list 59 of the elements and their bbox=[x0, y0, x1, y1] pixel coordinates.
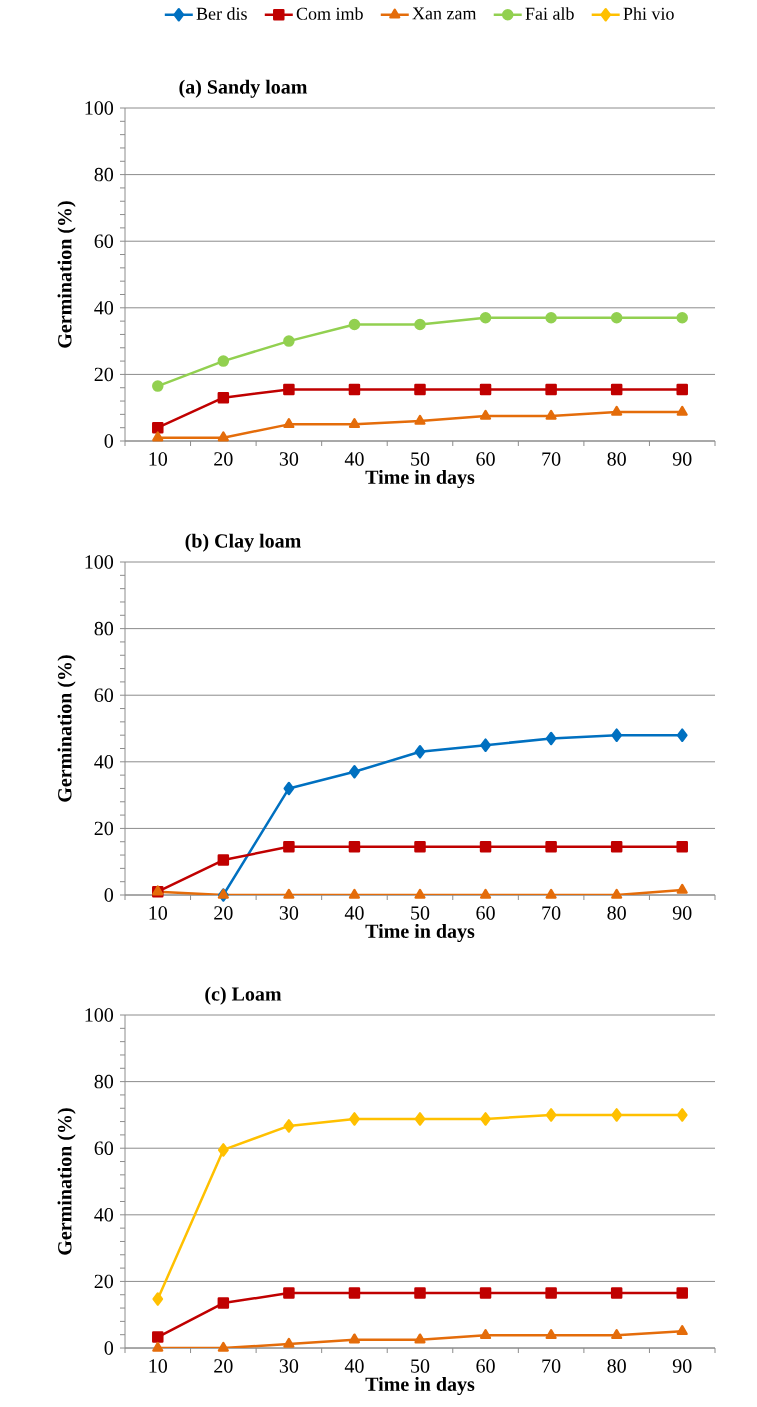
x-tick-label: 50 bbox=[411, 1359, 430, 1373]
y-tick-label: 40 bbox=[94, 301, 114, 315]
y-axis-title: Germination (%) bbox=[57, 1108, 76, 1255]
x-tick-label: 60 bbox=[476, 906, 495, 920]
x-tick-label: 40 bbox=[344, 452, 364, 466]
y-tick-label: 20 bbox=[94, 821, 114, 836]
x-tick-label: 70 bbox=[542, 906, 561, 920]
chart-title: (a) Sandy loam bbox=[179, 79, 308, 98]
x-tick-label: 90 bbox=[672, 452, 692, 466]
x-tick-label: 60 bbox=[476, 1359, 495, 1373]
x-axis-title: Time in days bbox=[365, 1376, 475, 1396]
x-tick-label: 80 bbox=[607, 452, 626, 466]
x-tick-label: 80 bbox=[607, 906, 626, 920]
x-tick-label: 10 bbox=[149, 906, 168, 920]
x-tick-label: 60 bbox=[476, 452, 495, 466]
y-tick-label: 0 bbox=[104, 434, 114, 448]
y-tick-label: 100 bbox=[85, 1008, 114, 1022]
x-tick-label: 70 bbox=[542, 1359, 561, 1373]
x-tick-label: 10 bbox=[149, 452, 168, 466]
y-axis-title: Germination (%) bbox=[57, 655, 76, 802]
x-axis-title: Time in days bbox=[365, 469, 475, 489]
legend-label: Com imb bbox=[296, 7, 363, 20]
y-tick-label: 40 bbox=[94, 755, 114, 769]
y-tick-label: 100 bbox=[85, 101, 114, 115]
x-tick-label: 30 bbox=[279, 452, 299, 466]
x-tick-label: 40 bbox=[344, 906, 364, 920]
x-tick-label: 20 bbox=[214, 1359, 233, 1373]
x-tick-label: 70 bbox=[542, 452, 561, 466]
y-tick-label: 60 bbox=[94, 1141, 114, 1155]
y-tick-label: 0 bbox=[104, 888, 114, 902]
y-tick-label: 100 bbox=[85, 555, 114, 569]
chart-title: (b) Clay loam bbox=[185, 533, 301, 552]
legend-label: Phi vio bbox=[623, 7, 674, 20]
x-tick-label: 50 bbox=[411, 452, 430, 466]
y-tick-label: 20 bbox=[94, 1274, 114, 1289]
x-tick-label: 40 bbox=[344, 1359, 364, 1373]
y-tick-label: 80 bbox=[94, 621, 114, 636]
x-tick-label: 90 bbox=[672, 1359, 692, 1373]
x-tick-label: 30 bbox=[279, 906, 299, 920]
x-tick-label: 90 bbox=[672, 906, 692, 920]
chart-title: (c) Loam bbox=[205, 986, 282, 1005]
y-tick-label: 0 bbox=[104, 1341, 114, 1355]
y-tick-label: 80 bbox=[94, 1074, 114, 1089]
y-axis-title: Germination (%) bbox=[57, 201, 76, 348]
y-tick-label: 40 bbox=[94, 1208, 114, 1222]
legend-label: Ber dis bbox=[196, 7, 247, 20]
x-axis-title: Time in days bbox=[365, 923, 475, 943]
y-tick-label: 60 bbox=[94, 688, 114, 702]
x-tick-label: 10 bbox=[149, 1359, 168, 1373]
y-tick-label: 60 bbox=[94, 234, 114, 248]
x-tick-label: 20 bbox=[214, 906, 233, 920]
y-tick-label: 20 bbox=[94, 367, 114, 382]
x-tick-label: 80 bbox=[607, 1359, 626, 1373]
legend-label: Fai alb bbox=[525, 7, 574, 20]
y-tick-label: 80 bbox=[94, 167, 114, 182]
x-tick-label: 50 bbox=[411, 906, 430, 920]
x-tick-label: 30 bbox=[279, 1359, 299, 1373]
x-tick-label: 20 bbox=[214, 452, 233, 466]
legend-label: Xan zam bbox=[412, 7, 477, 20]
